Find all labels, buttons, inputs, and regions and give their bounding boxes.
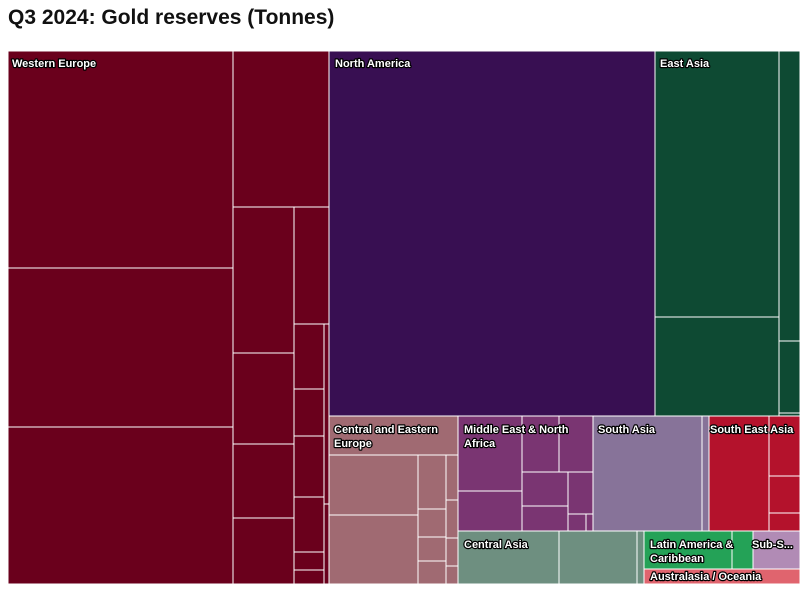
treemap-cell-australasia-oceania-1[interactable]: [643, 568, 801, 585]
treemap-label-central-and-eastern-europe-2: Europe: [334, 438, 372, 450]
treemap-cell-western-europe-17[interactable]: [323, 503, 330, 585]
treemap-cell-east-asia-3[interactable]: [778, 50, 801, 342]
treemap-cell-central-asia-2[interactable]: [558, 530, 638, 585]
treemap-cell-central-and-eastern-europe-1[interactable]: [328, 415, 459, 456]
treemap-cell-middle-east-north-africa-2[interactable]: [457, 490, 523, 532]
treemap-cell-central-and-eastern-europe-10[interactable]: [445, 537, 459, 567]
treemap-label-middle-east-north-africa: Middle East & North: [464, 424, 569, 436]
treemap-label-australasia-oceania: Australasia / Oceania: [650, 571, 762, 583]
treemap-cell-middle-east-north-africa-8[interactable]: [567, 513, 587, 532]
treemap-cell-sub-saharan-africa-1[interactable]: [752, 530, 801, 570]
treemap-cell-western-europe-7[interactable]: [232, 443, 295, 519]
treemap-cell-east-asia-1[interactable]: [654, 50, 780, 318]
treemap-cell-central-and-eastern-europe-2[interactable]: [328, 454, 419, 516]
treemap-cell-western-europe-3[interactable]: [7, 426, 234, 585]
treemap-cell-middle-east-north-africa-5[interactable]: [521, 471, 569, 507]
treemap-cell-middle-east-north-africa-6[interactable]: [521, 505, 569, 532]
treemap-cell-western-europe-6[interactable]: [232, 352, 295, 445]
treemap-cell-middle-east-north-africa-7[interactable]: [567, 471, 594, 515]
treemap-cell-central-and-eastern-europe-7[interactable]: [417, 560, 447, 585]
treemap-cell-east-asia-4[interactable]: [778, 340, 801, 414]
treemap-label-middle-east-north-africa-2: Africa: [464, 438, 496, 450]
treemap-cell-middle-east-north-africa-1[interactable]: [457, 415, 523, 492]
treemap-cell-western-europe-2[interactable]: [7, 267, 234, 428]
treemap-cell-central-asia-3[interactable]: [636, 530, 645, 585]
treemap-cell-latin-america-caribbean-2[interactable]: [731, 530, 754, 570]
treemap-cell-western-europe-1[interactable]: [7, 50, 234, 269]
treemap-label-central-and-eastern-europe: Central and Eastern: [334, 424, 438, 436]
treemap-cell-western-europe-8[interactable]: [232, 517, 295, 585]
treemap-label-east-asia: East Asia: [660, 58, 710, 70]
treemap-cell-south-east-asia-2[interactable]: [768, 415, 801, 477]
treemap-label-south-asia: South Asia: [598, 424, 656, 436]
treemap-cell-middle-east-north-africa-4[interactable]: [558, 415, 594, 473]
chart-title: Q3 2024: Gold reserves (Tonnes): [8, 6, 335, 29]
treemap-cell-south-east-asia-3[interactable]: [768, 475, 801, 514]
treemap-cell-south-east-asia-1[interactable]: [708, 415, 770, 532]
treemap-cell-south-asia-2[interactable]: [701, 415, 710, 532]
treemap-cell-western-europe-4[interactable]: [232, 50, 330, 208]
treemap-cell-north-america-1[interactable]: [328, 50, 656, 417]
treemap-cell-central-and-eastern-europe-5[interactable]: [417, 508, 447, 538]
treemap-label-western-europe: Western Europe: [12, 58, 96, 70]
treemap-cell-western-europe-16[interactable]: [323, 323, 330, 505]
treemap-label-north-america: North America: [335, 58, 411, 70]
treemap-cell-south-asia-1[interactable]: [592, 415, 703, 532]
treemap-cell-central-and-eastern-europe-11[interactable]: [445, 565, 459, 585]
treemap-cell-central-asia-1[interactable]: [457, 530, 560, 585]
treemap-label-latin-america-caribbean: Latin America &: [650, 539, 733, 551]
treemap-label-south-east-asia: South East Asia: [710, 424, 794, 436]
treemap-cell-central-and-eastern-europe-9[interactable]: [445, 499, 459, 539]
treemap-label-central-asia: Central Asia: [464, 539, 529, 551]
treemap-cell-central-and-eastern-europe-3[interactable]: [328, 514, 419, 585]
treemap-cell-middle-east-north-africa-9[interactable]: [585, 513, 594, 532]
treemap-cell-south-east-asia-4[interactable]: [768, 512, 801, 532]
treemap-cell-western-europe-5[interactable]: [232, 206, 295, 354]
treemap-cell-central-and-eastern-europe-4[interactable]: [417, 454, 447, 510]
treemap-cell-western-europe-9[interactable]: [293, 206, 330, 325]
treemap-label-latin-america-caribbean-2: Caribbean: [650, 553, 704, 565]
treemap-cell-east-asia-2[interactable]: [654, 316, 780, 417]
treemap-cell-central-and-eastern-europe-6[interactable]: [417, 536, 447, 562]
treemap-cell-central-and-eastern-europe-8[interactable]: [445, 454, 459, 501]
treemap-label-sub-saharan-africa: Sub-S...: [752, 539, 793, 551]
